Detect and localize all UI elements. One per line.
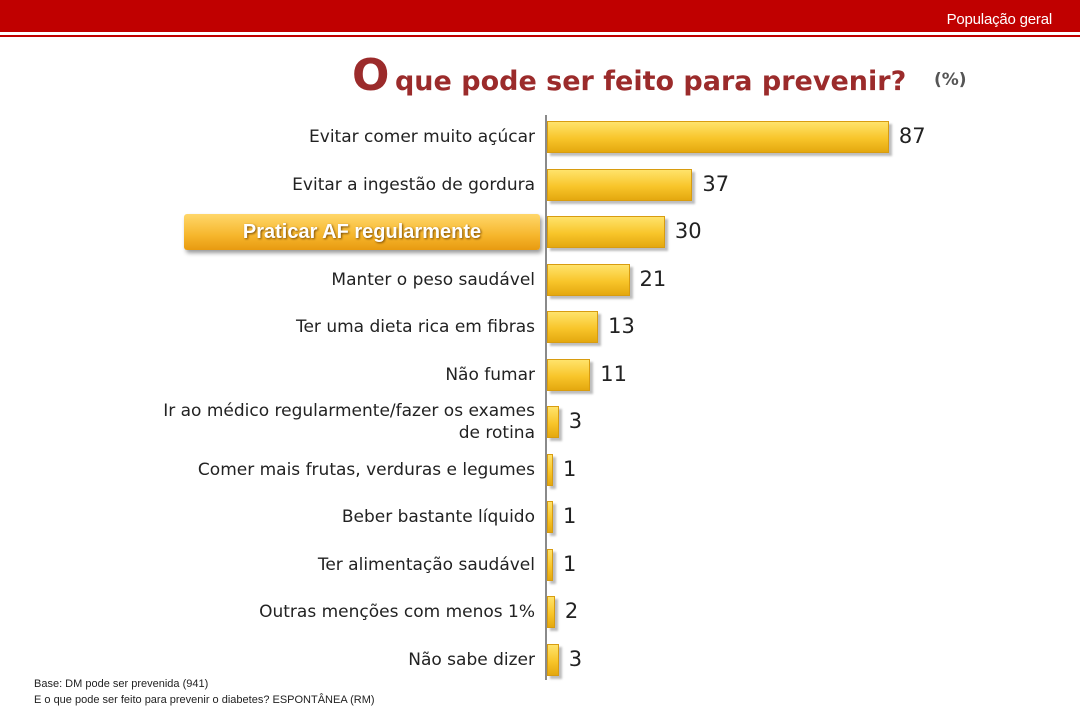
category-label-line: Evitar a ingestão de gordura <box>292 174 535 195</box>
bar <box>547 358 591 391</box>
category-label: Evitar a ingestão de gordura <box>115 174 535 196</box>
category-label-line: Não sabe dizer <box>408 649 535 670</box>
bar <box>547 263 630 296</box>
category-label: Não sabe dizer <box>115 649 535 671</box>
category-label-line: de rotina <box>458 423 535 443</box>
bar <box>547 548 553 581</box>
data-label: 13 <box>608 314 635 338</box>
bar <box>547 311 599 343</box>
footnote-base: Base: DM pode ser prevenida (941) <box>34 678 209 690</box>
data-label: 2 <box>564 599 579 623</box>
category-label: Outras menções com menos 1% <box>115 601 535 623</box>
category-label: Ter uma dieta rica em fibras <box>115 316 535 338</box>
category-label-line: Outras menções com menos 1% <box>259 602 535 622</box>
category-label: Evitar comer muito açúcar <box>115 126 535 148</box>
chart-title-initial: O <box>352 50 390 101</box>
data-label: 3 <box>568 646 583 671</box>
data-label: 1 <box>563 504 577 528</box>
category-label-line: Ir ao médico regularmente/fazer os exame… <box>163 401 535 421</box>
bar <box>547 406 559 438</box>
data-label: 3 <box>568 409 583 433</box>
category-label-line: Ter uma dieta rica em fibras <box>295 317 535 337</box>
chart-title-rest: que pode ser feito para prevenir? <box>394 66 907 97</box>
category-label: Manter o peso saudável <box>115 269 535 291</box>
category-axis <box>545 115 547 680</box>
header-bar: População geral <box>0 0 1080 35</box>
category-label-line: Beber bastante líquido <box>341 507 535 527</box>
category-label: Não fumar <box>115 364 535 386</box>
category-label: Ter alimentação saudável <box>115 554 535 576</box>
category-label-line: Manter o peso saudável <box>331 269 535 290</box>
category-label: Ir ao médico regularmente/fazer os exame… <box>115 400 535 444</box>
data-label: 37 <box>702 171 730 196</box>
data-label: 1 <box>563 456 577 481</box>
bar <box>547 643 559 676</box>
bar <box>547 168 693 201</box>
data-label: 1 <box>563 551 577 576</box>
unit-label: (%) <box>934 70 967 90</box>
data-label: 87 <box>898 124 926 148</box>
category-label-line: Evitar comer muito açúcar <box>309 127 535 147</box>
bar <box>547 121 889 153</box>
bar <box>547 216 665 248</box>
category-label-line: Comer mais frutas, verduras e legumes <box>197 459 535 480</box>
bar <box>547 453 553 486</box>
category-label: Beber bastante líquido <box>115 506 535 528</box>
category-label-line: Ter alimentação saudável <box>317 554 535 575</box>
bar <box>547 596 555 628</box>
footnote-question: E o que pode ser feito para prevenir o d… <box>34 694 375 706</box>
highlighted-category-label: Praticar AF regularmente <box>184 214 540 250</box>
header-label: População geral <box>946 11 1053 28</box>
data-label: 21 <box>639 266 667 291</box>
category-label: Comer mais frutas, verduras e legumes <box>115 459 535 481</box>
data-label: 30 <box>674 219 702 243</box>
data-label: 11 <box>600 361 627 386</box>
category-label-line: Não fumar <box>445 364 535 385</box>
bar <box>547 501 553 533</box>
chart-title: O que pode ser feito para prevenir? <box>352 50 906 101</box>
